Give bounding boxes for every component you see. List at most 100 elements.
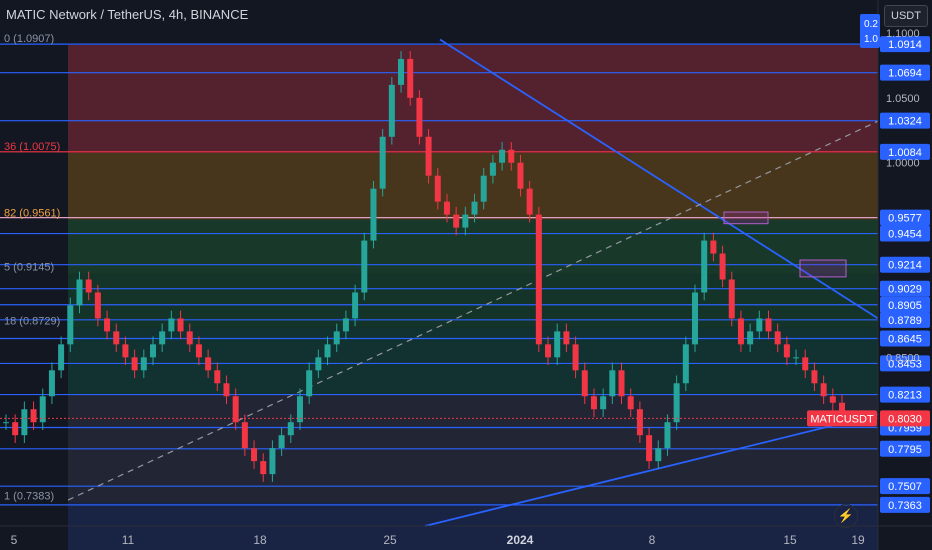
- candle-body: [186, 331, 193, 345]
- candle-body: [820, 383, 827, 397]
- price-level-tag: [880, 386, 930, 403]
- candle-body: [398, 58, 405, 85]
- price-level-label: 1.0694: [888, 68, 922, 80]
- y-tick-label: 0.8500: [886, 352, 920, 364]
- candle-body: [480, 175, 487, 202]
- fib-label: 36 (1.0075): [4, 141, 60, 153]
- candle-body: [747, 331, 754, 345]
- candle-body: [67, 305, 74, 345]
- candle-body: [205, 357, 212, 371]
- x-tick-label: 15: [783, 533, 797, 547]
- candle-body: [416, 97, 423, 137]
- x-tick-label: 11: [122, 533, 135, 547]
- candle-body: [140, 357, 147, 371]
- x-tick-label: 8: [649, 533, 656, 547]
- x-tick-label: 2024: [507, 533, 534, 547]
- candle-body: [462, 214, 469, 228]
- price-level-label: 1.0324: [888, 116, 922, 128]
- price-level-tag: [880, 330, 930, 347]
- candle-body: [811, 370, 818, 384]
- candle-body: [342, 318, 349, 332]
- candle-body: [48, 370, 55, 397]
- supply-box: [799, 259, 847, 278]
- candle-body: [232, 396, 239, 423]
- price-level-tag: [880, 112, 930, 129]
- chart-title: MATIC Network / TetherUS, 4h, BINANCE: [6, 7, 249, 22]
- price-level-tag: [880, 64, 930, 81]
- candle-body: [453, 214, 460, 228]
- price-level-label: 0.9454: [888, 229, 922, 241]
- candle-body: [719, 253, 726, 280]
- candle-body: [425, 136, 432, 176]
- candle-body: [554, 331, 561, 358]
- candle-body: [58, 344, 65, 371]
- price-level-tag: [880, 311, 930, 328]
- candle-body: [113, 331, 120, 345]
- candle-body: [39, 396, 46, 423]
- last-price-label: 0.8030: [888, 413, 922, 425]
- candle-body: [85, 279, 92, 293]
- candle-body: [664, 422, 671, 449]
- candle-body: [131, 357, 138, 371]
- candle-body: [774, 331, 781, 345]
- candle-body: [177, 318, 184, 332]
- candle-body: [241, 422, 248, 449]
- candle-body: [12, 422, 19, 436]
- fib-label: 1 (0.7383): [4, 490, 54, 502]
- fib-label: 5 (0.9145): [4, 262, 54, 274]
- price-level-label: 0.9577: [888, 213, 922, 225]
- candle-body: [783, 344, 790, 358]
- price-level-tag: [880, 36, 930, 53]
- fib-label: 18 (0.8729): [4, 316, 60, 328]
- candle-body: [535, 214, 542, 345]
- x-tick-label: 18: [253, 533, 267, 547]
- price-level-tag: [880, 296, 930, 313]
- supply-box: [723, 211, 769, 225]
- candle-body: [434, 175, 441, 202]
- candle-body: [517, 162, 524, 189]
- candle-body: [76, 279, 83, 306]
- flash-icon[interactable]: ⚡: [834, 504, 858, 528]
- candle-body: [489, 162, 496, 176]
- candle-body: [388, 84, 395, 137]
- candle-body: [793, 357, 800, 359]
- top-price-label: 1.0: [864, 34, 878, 45]
- candle-body: [636, 409, 643, 436]
- price-level-tag: [880, 143, 930, 160]
- y-tick-label: 1.0000: [886, 158, 920, 170]
- candle-body: [223, 383, 230, 397]
- price-level-tag: [880, 256, 930, 273]
- candle-body: [682, 344, 689, 384]
- price-level-tag: [880, 225, 930, 242]
- candle-body: [737, 318, 744, 345]
- symbol-label: MATICUSDT: [810, 413, 874, 425]
- price-level-tag: [880, 440, 930, 457]
- candle-body: [563, 331, 570, 345]
- candle-body: [315, 357, 322, 371]
- top-price-label: 0.2: [864, 19, 878, 30]
- candle-body: [94, 292, 101, 319]
- candle-body: [104, 318, 111, 332]
- candle-body: [572, 344, 579, 371]
- candle-body: [306, 370, 313, 397]
- price-level-tag: [880, 478, 930, 495]
- candle-body: [829, 396, 836, 403]
- candle-body: [802, 357, 809, 371]
- candle-body: [692, 292, 699, 345]
- candle-body: [443, 201, 450, 215]
- candle-body: [499, 149, 506, 163]
- price-level-tag: [880, 280, 930, 297]
- candle-body: [765, 318, 772, 332]
- ascending-trendline: [424, 413, 879, 527]
- x-tick-label: 5: [11, 533, 18, 547]
- currency-button[interactable]: USDT: [884, 5, 928, 27]
- candle-body: [324, 344, 331, 358]
- price-level-label: 1.0084: [888, 147, 922, 159]
- price-level-tag: [880, 496, 930, 513]
- candle-body: [646, 435, 653, 462]
- y-tick-label: 1.0500: [886, 93, 920, 105]
- candle-body: [333, 331, 340, 345]
- symbol-tag: [807, 410, 877, 427]
- price-level-label: 0.8453: [888, 358, 922, 370]
